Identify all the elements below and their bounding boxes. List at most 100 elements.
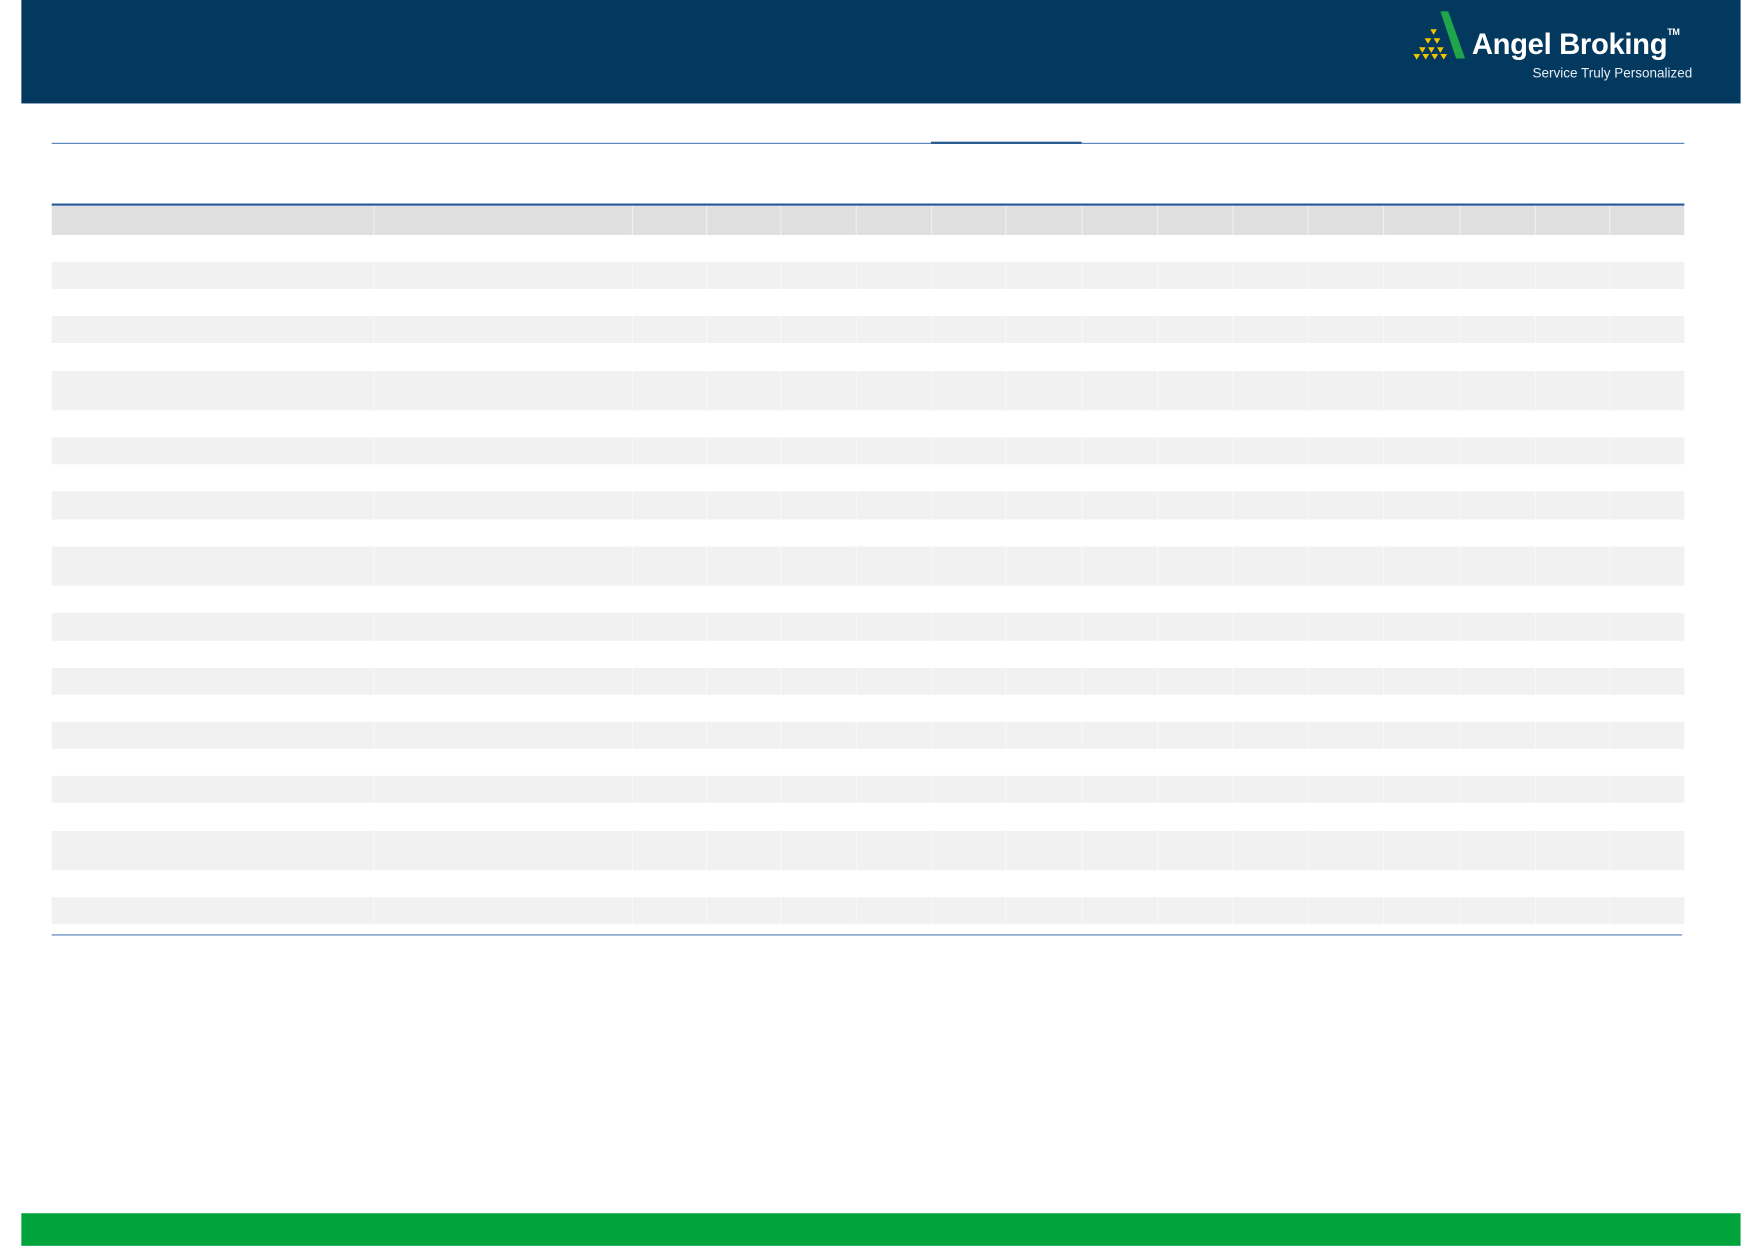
table-cell [780,288,857,316]
table-cell [856,315,933,343]
table-cell [1459,464,1536,492]
table-cell [931,234,1007,262]
table-cell [1308,261,1385,289]
table-cell [373,640,634,668]
table-cell [1082,870,1159,898]
table-cell [1232,437,1309,465]
table-cell [1308,519,1385,547]
table-row [51,870,1686,898]
table-cell [706,870,782,898]
table-cell [632,315,708,343]
table-row [51,612,1686,641]
table-cell [1609,897,1686,925]
table-cell [1082,519,1159,547]
table-cell [1082,748,1159,776]
table-cell [1308,464,1385,492]
table-cell [373,261,634,289]
table-cell [1459,261,1536,289]
table-cell [632,410,708,438]
table-cell [1082,491,1159,520]
table-cell [1232,748,1309,776]
table-cell [373,491,634,520]
table-cell [856,261,933,289]
table-cell [1535,667,1611,695]
table-cell [931,748,1007,776]
table-cell [1308,585,1385,613]
table-cell [373,612,634,641]
table-cell [1308,667,1385,695]
table-cell [52,612,375,641]
table-cell [706,437,782,465]
table-row [51,640,1686,668]
table-cell [780,371,857,411]
table-cell [780,585,857,613]
page-footer-bar [21,1213,1741,1246]
table-cell [931,612,1007,641]
table-cell [52,234,375,262]
table-cell [706,897,782,925]
table-cell [1459,585,1536,613]
table-cell [706,410,782,438]
table-cell [856,371,933,411]
table-cell [1383,748,1461,776]
table-cell [706,748,782,776]
title-rule-accent [931,141,1082,144]
table-cell [1609,546,1686,586]
table-cell [1609,870,1686,898]
table-cell [1535,585,1611,613]
table-cell [931,519,1007,547]
table-cell [1459,519,1536,547]
table-cell [1082,234,1159,262]
table-cell [780,897,857,925]
table-cell [1232,519,1309,547]
table-cell [52,261,375,289]
table-cell [780,870,857,898]
table-cell [1308,830,1385,871]
table-row [51,897,1686,925]
table-cell [373,371,634,411]
table-cell [1082,437,1159,465]
table-cell [856,640,933,668]
table-cell [856,464,933,492]
table-cell [1383,585,1461,613]
table-cell [632,261,708,289]
table-cell [1005,546,1083,586]
table-cell [1157,830,1234,871]
table-cell [373,897,634,925]
table-cell [373,410,634,438]
table-cell [856,234,933,262]
table-cell [632,288,708,316]
table-header-cell [52,205,375,235]
table-cell [1157,748,1234,776]
table-cell [52,410,375,438]
table-cell [632,830,708,871]
table-cell [706,830,782,871]
table-cell [780,802,857,831]
table-cell [856,897,933,925]
table-cell [1308,612,1385,641]
table-cell [856,546,933,586]
table-cell [931,315,1007,343]
table-cell [1005,371,1083,411]
table-row [51,775,1686,803]
table-row [51,748,1686,776]
table-cell [632,721,708,749]
table-cell [1383,802,1461,831]
table-cell [1157,234,1234,262]
table-cell [1082,897,1159,925]
table-cell [1383,371,1461,411]
table-bottom-rule [51,934,1683,936]
table-cell [1383,612,1461,641]
table-row [51,342,1686,372]
table-cell [931,342,1007,372]
table-cell [706,612,782,641]
table-cell [1157,897,1234,925]
table-cell [52,288,375,316]
table-cell [1459,491,1536,520]
table-cell [1082,830,1159,871]
table-cell [1157,694,1234,722]
table-cell [373,315,634,343]
table-cell [1383,288,1461,316]
table-cell [52,748,375,776]
table-cell [52,342,375,372]
